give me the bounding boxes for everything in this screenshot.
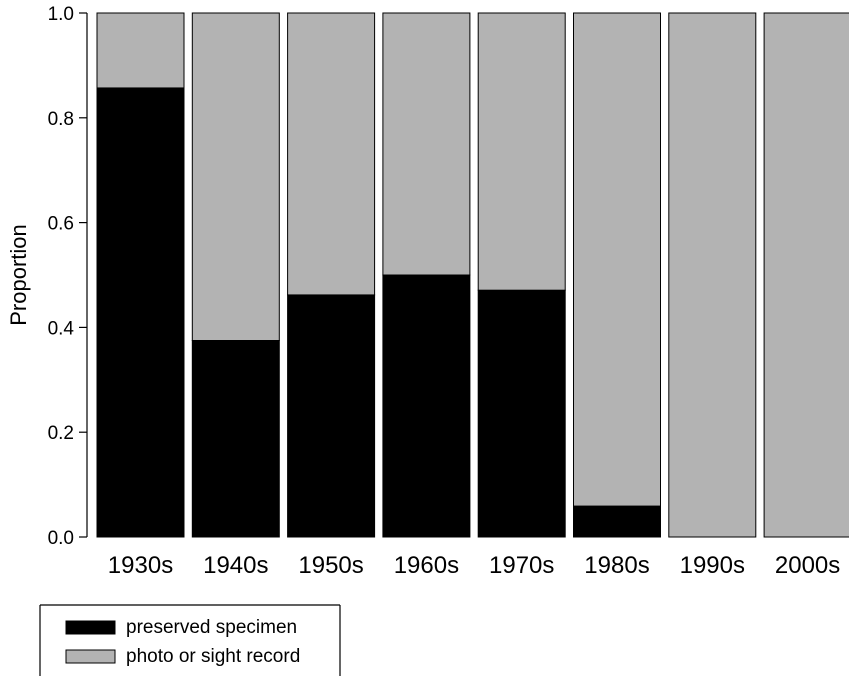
legend: preserved specimen photo or sight record xyxy=(39,604,341,676)
y-axis-title: Proportion xyxy=(6,224,31,326)
y-tick-label: 0.4 xyxy=(48,318,75,339)
y-tick-label: 1.0 xyxy=(48,4,74,25)
legend-swatch-preserved-specimen xyxy=(65,620,116,635)
legend-label: photo or sight record xyxy=(126,646,300,667)
legend-swatch-photo-or-sight-record xyxy=(65,649,116,664)
bar-segment-preserved-specimen xyxy=(191,340,280,538)
x-category-label: 1970s xyxy=(489,552,554,579)
x-category-label: 1950s xyxy=(298,552,363,579)
plot-area: 0.0 0.2 0.4 0.6 0.8 1.0 1930s 1940s 1950s 1960s 19… xyxy=(48,4,849,579)
bar-segment-photo-or-sight-record xyxy=(191,12,280,341)
bar-segment-photo-or-sight-record xyxy=(287,12,376,296)
bar-segment-preserved-specimen xyxy=(573,505,661,538)
y-tick-label: 0.2 xyxy=(48,423,74,444)
bar-segment-preserved-specimen xyxy=(287,294,376,538)
x-category-label: 2000s xyxy=(775,552,840,579)
bar-segment-photo-or-sight-record xyxy=(763,12,849,538)
y-tick-label: 0.0 xyxy=(48,528,74,549)
bar-segment-photo-or-sight-record xyxy=(477,12,566,291)
bar-segment-preserved-specimen xyxy=(382,274,471,538)
x-category-label: 1930s xyxy=(108,552,173,579)
x-category-label: 1960s xyxy=(394,552,459,579)
legend-label: preserved specimen xyxy=(126,617,297,638)
bar-segment-photo-or-sight-record xyxy=(668,12,757,538)
y-tick-label: 0.6 xyxy=(48,214,74,235)
bar-segment-preserved-specimen xyxy=(96,87,185,538)
bar-segment-photo-or-sight-record xyxy=(96,12,185,89)
x-category-label: 1990s xyxy=(680,552,745,579)
y-tick-label: 0.8 xyxy=(48,109,74,130)
x-category-label: 1980s xyxy=(584,552,649,579)
bar-segment-preserved-specimen xyxy=(477,289,566,538)
x-category-label: 1940s xyxy=(203,552,268,579)
bar-segment-photo-or-sight-record xyxy=(573,12,661,507)
bar-segment-photo-or-sight-record xyxy=(382,12,471,276)
